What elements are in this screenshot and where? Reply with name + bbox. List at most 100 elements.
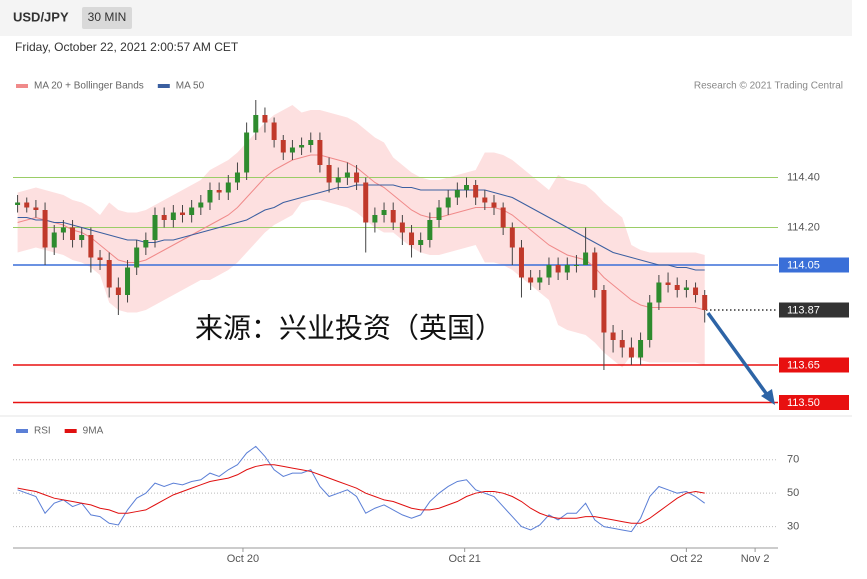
candle-body <box>518 247 524 278</box>
candle-body <box>88 235 94 258</box>
candle-body <box>528 277 534 283</box>
candle-body <box>143 240 149 248</box>
candle-body <box>473 185 479 198</box>
candle-body <box>491 202 497 208</box>
timeframe: 30 MIN <box>88 10 127 24</box>
candle-body <box>381 210 387 215</box>
candle-body <box>207 190 213 203</box>
legend-swatch <box>157 84 170 88</box>
candle-body <box>33 207 39 210</box>
y-tick-label: 70 <box>787 454 799 466</box>
candle-body <box>500 207 506 228</box>
candle-body <box>253 115 259 133</box>
candle-body <box>454 190 460 198</box>
level-box <box>779 257 849 273</box>
candle-body <box>647 302 653 340</box>
chart-title: USD/JPY <box>13 9 69 24</box>
candle-body <box>464 185 470 190</box>
candle-body <box>372 215 378 223</box>
candle-body <box>24 202 30 208</box>
candle-body <box>115 287 121 295</box>
candle-body <box>198 202 204 208</box>
candle-body <box>234 172 240 183</box>
candle-body <box>308 140 314 145</box>
legend-swatch <box>64 429 77 433</box>
candle-body <box>344 172 350 178</box>
candle-body <box>289 147 295 153</box>
candle-body <box>427 220 433 240</box>
legend-label: MA 20 + Bollinger Bands <box>34 81 144 92</box>
forecast-arrow <box>706 311 770 398</box>
level-box <box>779 357 849 373</box>
candle-body <box>693 287 699 295</box>
candle-body <box>42 210 48 248</box>
candle-body <box>271 122 277 140</box>
candle-body <box>299 145 305 148</box>
candle-body <box>638 340 644 358</box>
candle-body <box>573 265 579 266</box>
candle-body <box>70 227 76 240</box>
source: Research © 2021 Trading Central <box>694 81 843 92</box>
level-label: 114.05 <box>787 259 820 271</box>
candle-body <box>409 232 415 245</box>
candle-body <box>683 287 689 290</box>
candle-body <box>161 215 167 220</box>
candle-body <box>363 182 369 223</box>
candle-body <box>326 165 332 183</box>
candle-body <box>170 212 176 220</box>
legend-label: MA 50 <box>176 81 205 92</box>
rsi-line <box>17 464 705 524</box>
candle-body <box>546 265 552 278</box>
level-box <box>779 395 849 410</box>
candle-body <box>106 260 112 288</box>
level-label: 113.50 <box>787 397 820 409</box>
level-label: 114.20 <box>787 221 820 233</box>
x-tick-label: Oct 22 <box>670 553 702 565</box>
candle-body <box>317 140 323 165</box>
candle-body <box>656 282 662 303</box>
candle-body <box>537 277 543 283</box>
legend-swatch <box>16 429 28 433</box>
subtitle: Friday, October 22, 2021 2:00:57 AM CET <box>15 40 239 54</box>
candle-body <box>482 197 488 203</box>
candle-body <box>335 177 341 183</box>
level-label: 113.87 <box>787 304 820 316</box>
forecast-arrowhead <box>761 389 775 405</box>
candle-body <box>97 257 103 260</box>
candle-body <box>60 227 66 233</box>
header-bar <box>0 0 852 36</box>
watermark: 来源：兴业投资（英国） <box>195 312 503 343</box>
candle-body <box>79 235 85 240</box>
candle-body <box>592 252 598 290</box>
y-tick-label: 30 <box>787 521 799 533</box>
candle-body <box>628 347 634 358</box>
candle-body <box>152 215 158 240</box>
legend-label: 9MA <box>83 426 104 437</box>
candle-body <box>390 210 396 223</box>
candle-body <box>244 132 250 173</box>
x-tick-label: Nov 2 <box>741 553 770 565</box>
candle-body <box>399 222 405 233</box>
candle-body <box>262 115 268 123</box>
x-tick-label: Oct 20 <box>227 553 259 565</box>
legend-swatch <box>16 84 28 88</box>
candle-body <box>601 290 607 333</box>
candle-body <box>134 247 140 268</box>
ma-line <box>17 154 705 311</box>
plot: MA 20 + Bollinger Bands MA 50 114.40 114.20… <box>13 81 849 565</box>
candle-body <box>125 267 131 295</box>
level-label: 113.65 <box>787 359 820 371</box>
candle-body <box>610 332 616 340</box>
candle-body <box>280 140 286 153</box>
candle-body <box>583 252 589 265</box>
candle-body <box>555 265 561 273</box>
candle-body <box>702 295 708 310</box>
candle-body <box>216 190 222 193</box>
candle-body <box>179 212 185 215</box>
level-label: 114.40 <box>787 171 820 183</box>
timeframe-box <box>82 7 132 29</box>
candle-body <box>225 182 231 193</box>
rsi-line <box>17 445 706 533</box>
candle-body <box>189 207 195 215</box>
